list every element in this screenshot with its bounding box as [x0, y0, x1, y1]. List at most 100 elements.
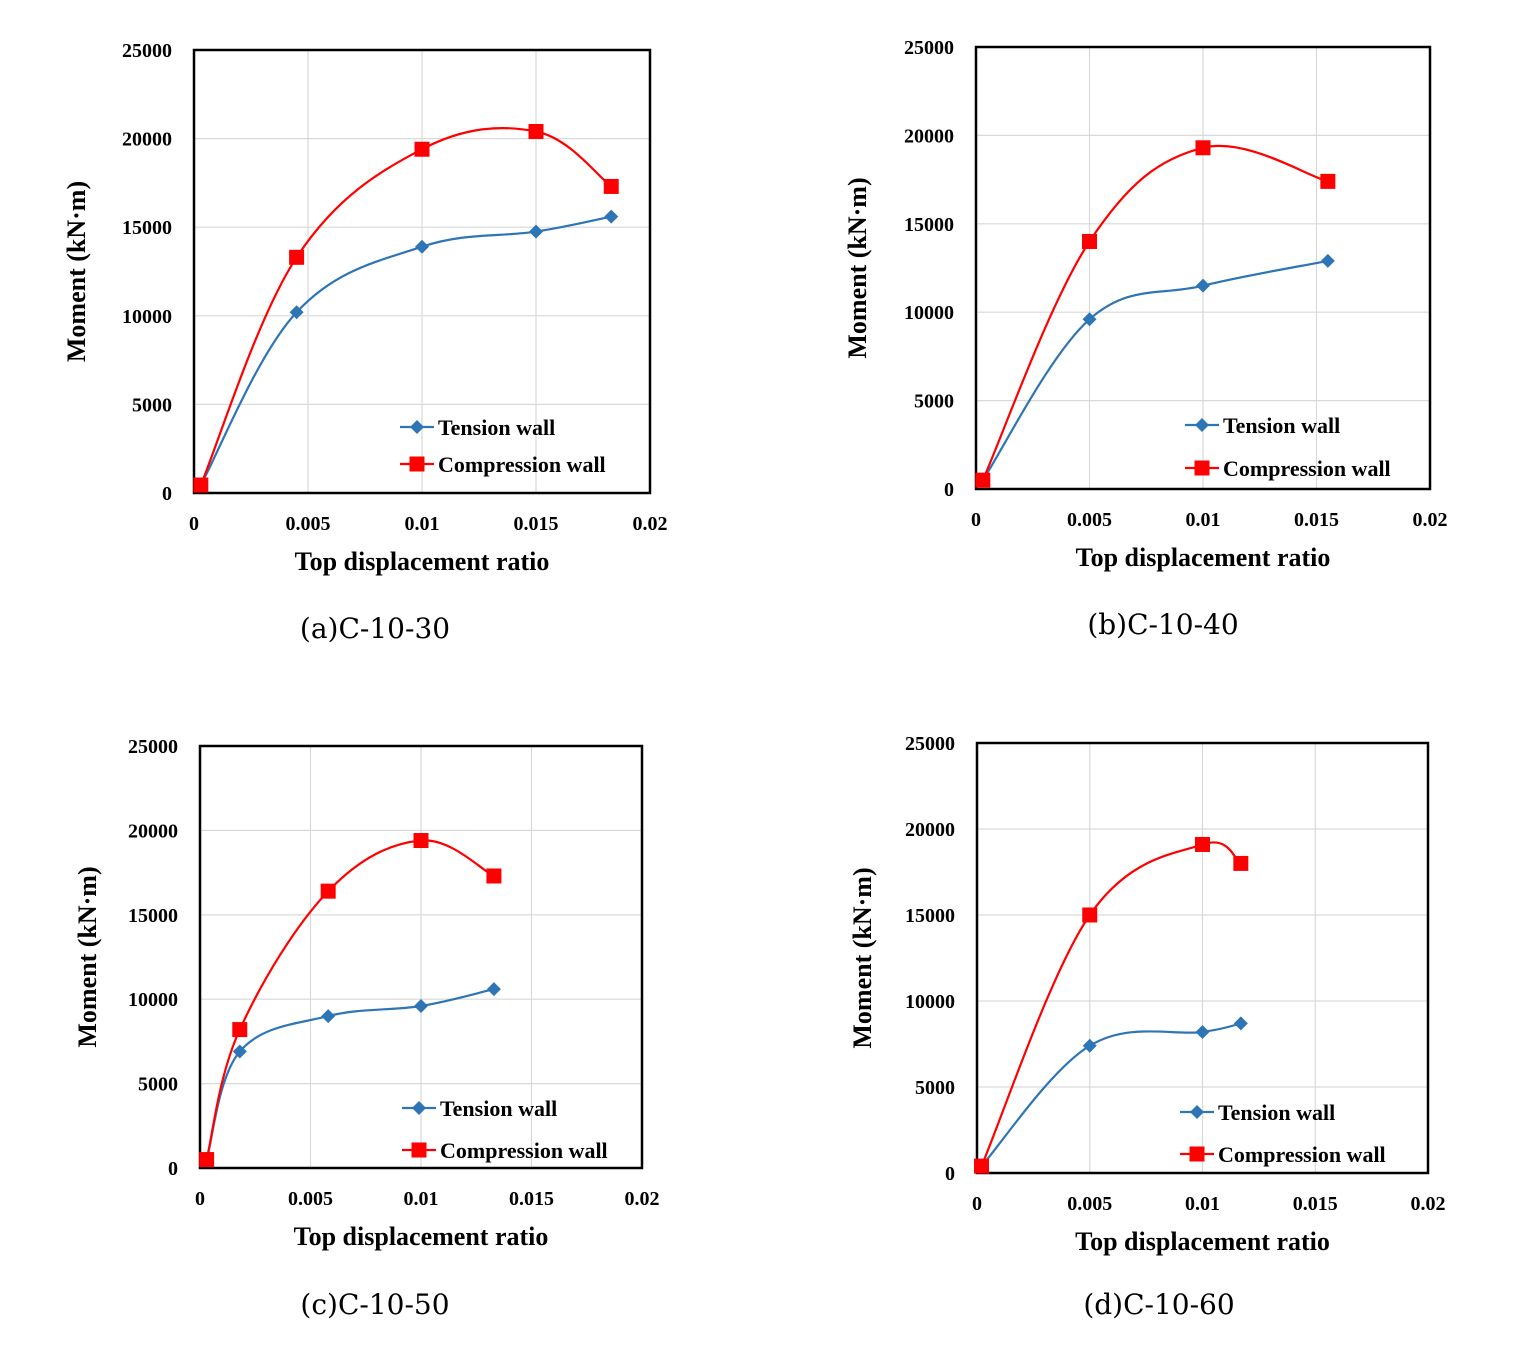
chart-b: 0 5000 10000 15000 20000 25000 0 0.005 0.01 0.015…	[843, 37, 1448, 572]
plot-frame	[198, 744, 644, 1170]
data-point	[528, 124, 544, 140]
legend: Tension wall Compression wall	[402, 1096, 608, 1163]
x-tick-label: 0.02	[1411, 1193, 1446, 1215]
series-line	[199, 127, 612, 486]
legend-label: Compression wall	[440, 1138, 608, 1163]
caption-b: (b)C-10-40	[1087, 608, 1239, 641]
y-axis-title: Moment (kN·m)	[73, 866, 102, 1047]
legend-label: Tension wall	[1223, 413, 1340, 438]
x-tick-label: 0.02	[1413, 509, 1448, 531]
y-tick-label: 15000	[128, 905, 178, 927]
legend-marker	[1190, 1105, 1204, 1119]
y-tick-label: 5000	[138, 1074, 178, 1096]
y-tick-label: 0	[945, 1163, 955, 1185]
x-tick-label: 0.01	[1186, 509, 1221, 531]
y-tick-label: 0	[944, 479, 954, 501]
chart-c: 0 5000 10000 15000 20000 25000 0 0.005 0.01 0.015…	[73, 736, 660, 1251]
x-tick-label: 0.005	[286, 513, 331, 535]
y-tick-label: 15000	[905, 905, 955, 927]
plot-frame	[975, 741, 1430, 1175]
y-tick-label: 0	[162, 483, 172, 505]
series-line	[205, 988, 495, 1160]
y-tick-label: 25000	[905, 733, 955, 755]
legend: Tension wall Compression wall	[400, 415, 606, 477]
legend: Tension wall Compression wall	[1180, 1100, 1386, 1167]
series-line	[199, 215, 612, 486]
legend-label: Compression wall	[1223, 456, 1391, 481]
data-point	[1082, 907, 1098, 923]
chart-d: 0 5000 10000 15000 20000 25000 0 0.005 0.01 0.015…	[848, 733, 1446, 1256]
y-tick-label: 25000	[128, 736, 178, 758]
data-point	[413, 833, 429, 849]
y-tick-label: 25000	[122, 40, 172, 62]
x-tick-label: 0.02	[625, 1188, 660, 1210]
y-tick-label: 20000	[128, 820, 178, 842]
legend-label: Tension wall	[438, 415, 555, 440]
x-tick-label: 0.015	[514, 513, 559, 535]
data-point	[1196, 278, 1210, 293]
x-axis-title: Top displacement ratio	[295, 547, 550, 576]
y-axis-title: Moment (kN·m)	[843, 177, 872, 358]
data-point	[199, 1152, 215, 1168]
data-point	[1195, 836, 1210, 852]
data-point	[486, 868, 502, 884]
series-compression-wall	[974, 836, 1249, 1174]
x-axis-title: Top displacement ratio	[1075, 1227, 1330, 1256]
series-line	[980, 841, 1242, 1167]
series-tension-wall	[974, 1016, 1248, 1174]
y-tick-label: 15000	[904, 214, 954, 236]
series-tension-wall	[975, 253, 1335, 488]
x-tick-label: 0.01	[1185, 1193, 1220, 1215]
y-tick-label: 10000	[122, 306, 172, 328]
x-tick-label: 0.01	[404, 1188, 439, 1210]
data-point	[415, 239, 429, 254]
legend-label: Tension wall	[1218, 1100, 1335, 1125]
plot-frame	[192, 48, 652, 495]
y-tick-label: 10000	[905, 991, 955, 1013]
data-point	[1082, 312, 1097, 327]
y-tick-label: 20000	[904, 125, 954, 147]
series-compression-wall	[199, 833, 502, 1168]
y-tick-label: 5000	[132, 394, 172, 416]
x-tick-label: 0.005	[1067, 509, 1112, 531]
y-tick-label: 25000	[904, 37, 954, 59]
x-tick-label: 0.015	[1293, 1193, 1338, 1215]
data-point	[1320, 253, 1335, 268]
caption-c: (c)C-10-50	[300, 1288, 450, 1321]
data-point	[1082, 1038, 1097, 1053]
y-axis-title: Moment (kN·m)	[62, 181, 91, 362]
y-tick-label: 0	[168, 1158, 178, 1180]
x-tick-label: 0	[971, 509, 981, 531]
data-point	[975, 472, 991, 488]
y-tick-label: 10000	[904, 302, 954, 324]
data-point	[1195, 140, 1211, 156]
legend-marker	[1189, 1146, 1205, 1162]
x-axis-title: Top displacement ratio	[1076, 543, 1331, 572]
data-point	[1320, 173, 1336, 189]
legend-marker	[412, 1101, 426, 1115]
data-point	[1233, 855, 1249, 871]
legend-marker	[410, 420, 424, 434]
plot-frame	[974, 45, 1432, 491]
data-point	[1233, 1016, 1248, 1031]
data-point	[1082, 233, 1097, 249]
series-line	[980, 1022, 1242, 1167]
data-point	[414, 141, 430, 157]
legend-label: Compression wall	[1218, 1142, 1386, 1167]
data-point	[486, 982, 501, 997]
y-tick-label: 15000	[122, 217, 172, 239]
data-point	[321, 1009, 336, 1024]
chart-a: 0 5000 10000 15000 20000 25000 0 0.005 0.01 0.015…	[62, 40, 668, 576]
x-tick-label: 0	[195, 1188, 205, 1210]
x-tick-label: 0.015	[1294, 509, 1339, 531]
x-tick-label: 0	[189, 513, 199, 535]
data-point	[320, 883, 336, 899]
series-compression-wall	[193, 124, 619, 493]
caption-d: (d)C-10-60	[1083, 1288, 1235, 1321]
series-tension-wall	[193, 209, 619, 493]
y-tick-label: 5000	[914, 391, 954, 413]
y-tick-label: 5000	[915, 1077, 955, 1099]
data-point	[603, 178, 619, 194]
data-point	[193, 477, 209, 493]
